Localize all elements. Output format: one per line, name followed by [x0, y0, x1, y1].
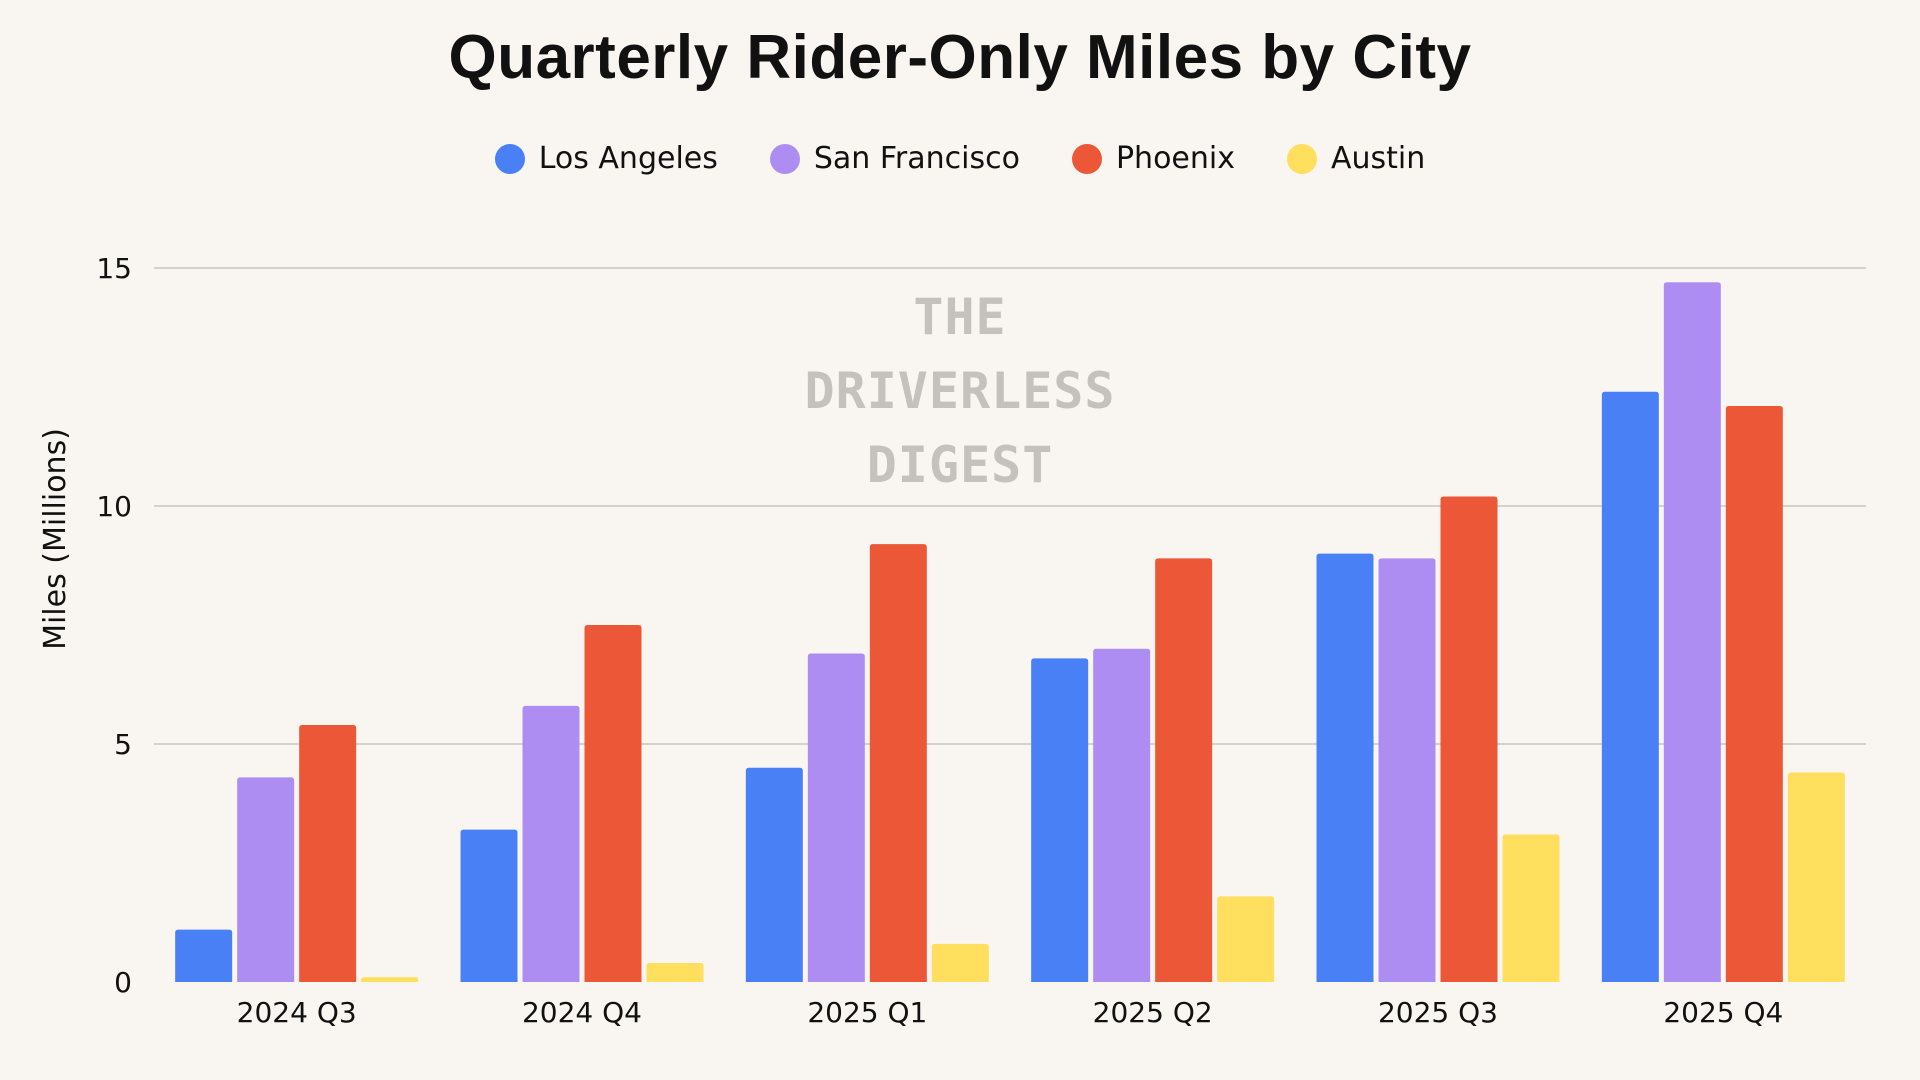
- x-tick-label: 2024 Q3: [237, 996, 357, 1029]
- x-tick-label: 2025 Q2: [1093, 996, 1213, 1029]
- bar-austin-2024-q3[interactable]: [361, 977, 419, 982]
- x-tick-label: 2024 Q4: [522, 996, 642, 1029]
- bar-phoenix-2025-q2[interactable]: [1155, 558, 1213, 982]
- legend-item-phoenix[interactable]: Phoenix: [1071, 140, 1235, 178]
- legend-swatch-austin: [1287, 144, 1317, 174]
- watermark-line-2: DRIVERLESS: [804, 362, 1116, 420]
- bar-san-francisco-2025-q2[interactable]: [1093, 648, 1151, 982]
- bar-san-francisco-2024-q4[interactable]: [522, 705, 580, 982]
- bar-san-francisco-2025-q3[interactable]: [1378, 558, 1436, 982]
- bar-san-francisco-2024-q3[interactable]: [237, 777, 295, 982]
- bar-los-angeles-2025-q4[interactable]: [1601, 391, 1659, 982]
- legend-label-phoenix: Phoenix: [1115, 141, 1235, 176]
- bar-phoenix-2025-q1[interactable]: [869, 544, 927, 982]
- bar-los-angeles-2024-q3[interactable]: [175, 929, 233, 982]
- y-tick-label: 15: [96, 252, 132, 285]
- bar-austin-2025-q3[interactable]: [1502, 834, 1560, 982]
- x-tick-label: 2025 Q1: [807, 996, 927, 1029]
- y-tick-label: 5: [114, 728, 132, 761]
- chart-legend: Los Angeles San Francisco Phoenix Austin: [0, 140, 1920, 178]
- bar-san-francisco-2025-q1[interactable]: [807, 653, 865, 982]
- bar-phoenix-2024-q4[interactable]: [584, 625, 642, 982]
- bar-san-francisco-2025-q4[interactable]: [1663, 282, 1721, 982]
- bar-los-angeles-2025-q3[interactable]: [1316, 553, 1374, 982]
- bar-los-angeles-2025-q2[interactable]: [1031, 658, 1089, 982]
- bar-los-angeles-2025-q1[interactable]: [745, 767, 803, 982]
- bar-austin-2025-q4[interactable]: [1787, 772, 1845, 982]
- legend-label-los-angeles: Los Angeles: [538, 141, 718, 176]
- legend-item-san-francisco[interactable]: San Francisco: [769, 140, 1020, 178]
- y-axis-title: Miles (Millions): [38, 428, 73, 650]
- bars: [175, 282, 1845, 982]
- legend-item-austin[interactable]: Austin: [1287, 140, 1425, 178]
- bar-austin-2025-q1[interactable]: [931, 943, 989, 982]
- legend-item-los-angeles[interactable]: Los Angeles: [494, 140, 718, 178]
- bar-phoenix-2025-q3[interactable]: [1440, 496, 1498, 982]
- legend-swatch-phoenix: [1071, 144, 1102, 174]
- watermark-line-1: THE: [913, 288, 1007, 346]
- x-tick-label: 2025 Q4: [1663, 996, 1783, 1029]
- y-tick-label: 0: [114, 966, 132, 999]
- chart-title: Quarterly Rider-Only Miles by City: [448, 23, 1472, 92]
- bar-los-angeles-2024-q4[interactable]: [460, 829, 518, 982]
- watermark-text: THE DRIVERLESS DIGEST: [760, 280, 1160, 502]
- bar-austin-2024-q4[interactable]: [646, 962, 704, 982]
- legend-label-san-francisco: San Francisco: [813, 141, 1020, 176]
- axes: 0 5 10 15 Miles (Millions) 2024 Q3 2024 Q4 2025…: [38, 252, 1783, 1029]
- bar-austin-2025-q2[interactable]: [1217, 896, 1275, 982]
- bar-phoenix-2025-q4[interactable]: [1725, 406, 1783, 982]
- x-tick-label: 2025 Q3: [1378, 996, 1498, 1029]
- y-tick-label: 10: [96, 490, 132, 523]
- gridlines: [154, 267, 1866, 745]
- legend-swatch-los-angeles: [494, 144, 525, 174]
- bar-phoenix-2024-q3[interactable]: [299, 724, 357, 982]
- legend-swatch-san-francisco: [769, 144, 800, 174]
- legend-label-austin: Austin: [1331, 141, 1426, 176]
- watermark-line-3: DIGEST: [866, 436, 1054, 494]
